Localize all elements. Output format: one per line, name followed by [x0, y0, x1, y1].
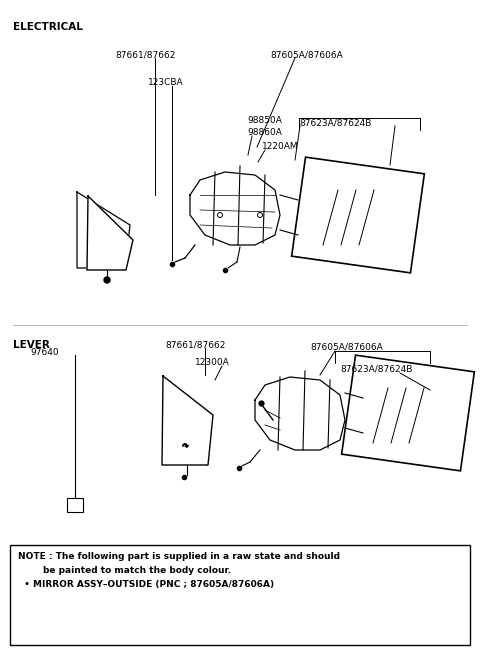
- Text: be painted to match the body colour.: be painted to match the body colour.: [18, 566, 231, 575]
- Text: 12300A: 12300A: [195, 358, 230, 367]
- Polygon shape: [87, 196, 133, 270]
- Text: ELECTRICAL: ELECTRICAL: [13, 22, 83, 32]
- Polygon shape: [162, 376, 213, 465]
- Circle shape: [104, 277, 110, 283]
- Text: 87661/87662: 87661/87662: [165, 340, 226, 349]
- Polygon shape: [255, 377, 345, 450]
- Polygon shape: [292, 157, 424, 273]
- Text: 1220AM: 1220AM: [262, 142, 299, 151]
- Text: 98860A: 98860A: [247, 128, 282, 137]
- Text: 97640: 97640: [30, 348, 59, 357]
- Text: • MIRROR ASSY–OUTSIDE (PNC ; 87605A/87606A): • MIRROR ASSY–OUTSIDE (PNC ; 87605A/8760…: [18, 580, 274, 589]
- Text: 87623A/87624B: 87623A/87624B: [340, 365, 412, 374]
- Text: 123CBA: 123CBA: [148, 78, 184, 87]
- Text: 87605A/87606A: 87605A/87606A: [270, 50, 343, 59]
- Bar: [10, 545, 470, 645]
- Text: LEVER: LEVER: [13, 340, 50, 350]
- Text: 87623A/87624B: 87623A/87624B: [299, 118, 372, 127]
- Bar: [67, 498, 83, 512]
- Text: 98850A: 98850A: [247, 116, 282, 125]
- Polygon shape: [190, 172, 280, 245]
- Text: 87661/87662: 87661/87662: [115, 50, 175, 59]
- Text: 87605A/87606A: 87605A/87606A: [310, 343, 383, 352]
- Text: NOTE : The following part is supplied in a raw state and should: NOTE : The following part is supplied in…: [18, 552, 340, 561]
- Polygon shape: [342, 355, 474, 471]
